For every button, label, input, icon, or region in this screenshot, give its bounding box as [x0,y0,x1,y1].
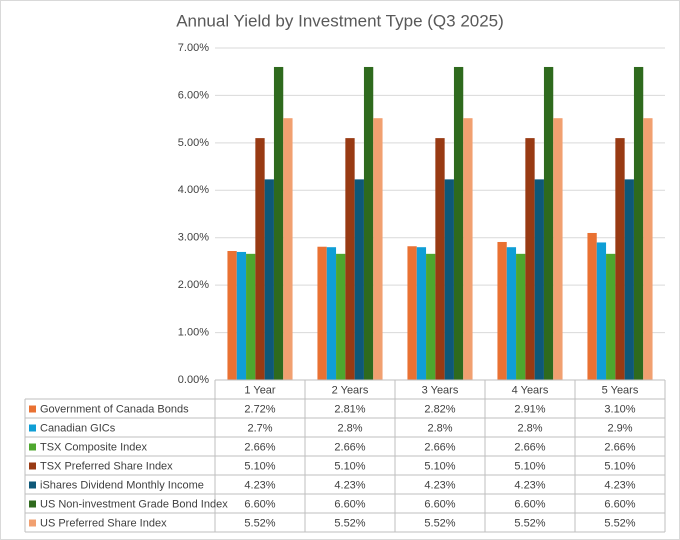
legend-label: US Preferred Share Index [40,517,167,529]
table-value: 5.10% [424,460,455,472]
table-value: 2.66% [604,441,635,453]
bar [363,66,374,380]
bar [426,253,436,380]
bar [643,118,653,381]
bar [373,118,383,381]
table-value: 2.72% [244,403,275,415]
bar [354,179,364,380]
legend-label: TSX Preferred Share Index [40,460,173,472]
table-value: 2.66% [244,441,275,453]
table-value: 2.82% [424,403,455,415]
bar [444,179,454,380]
bar [453,66,464,380]
bar [236,251,247,380]
x-tick-label: 1 Year [244,384,276,396]
table-value: 5.10% [334,460,365,472]
bar [587,232,597,380]
table-value: 4.23% [514,479,545,491]
bar [317,246,327,380]
table-value: 6.60% [604,498,635,510]
table-value: 5.52% [424,517,455,529]
bar [326,247,337,380]
bar [633,66,644,380]
table-value: 6.60% [334,498,365,510]
bar [407,246,417,380]
legend-key [29,443,36,451]
bar [543,66,554,380]
bar [227,250,237,380]
legend-label: US Non-investment Grade Bond Index [40,498,228,510]
legend-label: Government of Canada Bonds [40,403,189,415]
x-tick-label: 3 Years [422,384,459,396]
table-value: 5.10% [604,460,635,472]
y-tick-label: 4.00% [178,184,209,196]
legend-key [29,481,36,489]
table-value: 6.60% [514,498,545,510]
legend-key [29,424,36,432]
x-tick-label: 2 Years [332,384,369,396]
y-tick-label: 7.00% [178,42,209,54]
table-value: 2.8% [337,422,362,434]
table-value: 5.52% [514,517,545,529]
x-tick-label: 4 Years [512,384,549,396]
legend-key [29,405,36,413]
legend-key [29,519,36,527]
bar [264,179,274,380]
table-value: 5.10% [244,460,275,472]
bar [283,118,293,381]
table-value: 5.52% [334,517,365,529]
bar [416,247,427,380]
bar [497,241,507,380]
table-value: 4.23% [244,479,275,491]
table-value: 5.52% [244,517,275,529]
legend-label: iShares Dividend Monthly Income [40,479,204,491]
bar [615,138,625,380]
bar [506,247,517,380]
table-value: 3.10% [604,403,635,415]
table-value: 2.8% [517,422,542,434]
table-value: 5.52% [604,517,635,529]
y-tick-label: 0.00% [178,374,209,386]
bar [596,242,607,380]
table-value: 2.66% [334,441,365,453]
table-value: 2.7% [247,422,272,434]
bar [525,138,535,380]
table-value: 6.60% [244,498,275,510]
legend-key [29,462,36,470]
table-value: 2.81% [334,403,365,415]
bar [534,179,544,380]
bar [463,118,473,381]
y-tick-label: 1.00% [178,326,209,338]
bar [273,66,284,380]
bar [246,253,256,380]
bar [624,179,634,380]
y-tick-label: 5.00% [178,137,209,149]
legend-label: Canadian GICs [40,422,116,434]
table-value: 2.66% [514,441,545,453]
table-value: 6.60% [424,498,455,510]
bar [553,118,563,381]
table-value: 2.9% [607,422,632,434]
legend-key [29,500,36,508]
y-tick-label: 2.00% [178,279,209,291]
bar [336,253,346,380]
table-value: 2.91% [514,403,545,415]
table-value: 4.23% [334,479,365,491]
y-tick-label: 6.00% [178,89,209,101]
y-tick-label: 3.00% [178,232,209,244]
bar [255,138,265,380]
bar [435,138,445,380]
legend-label: TSX Composite Index [40,441,147,453]
chart-title: Annual Yield by Investment Type (Q3 2025… [176,11,504,30]
table-value: 2.8% [427,422,452,434]
table-value: 4.23% [424,479,455,491]
table-value: 4.23% [604,479,635,491]
bar [516,253,526,380]
table-value: 5.10% [514,460,545,472]
table-value: 2.66% [424,441,455,453]
bar [345,138,355,380]
x-tick-label: 5 Years [602,384,639,396]
bar [606,253,616,380]
